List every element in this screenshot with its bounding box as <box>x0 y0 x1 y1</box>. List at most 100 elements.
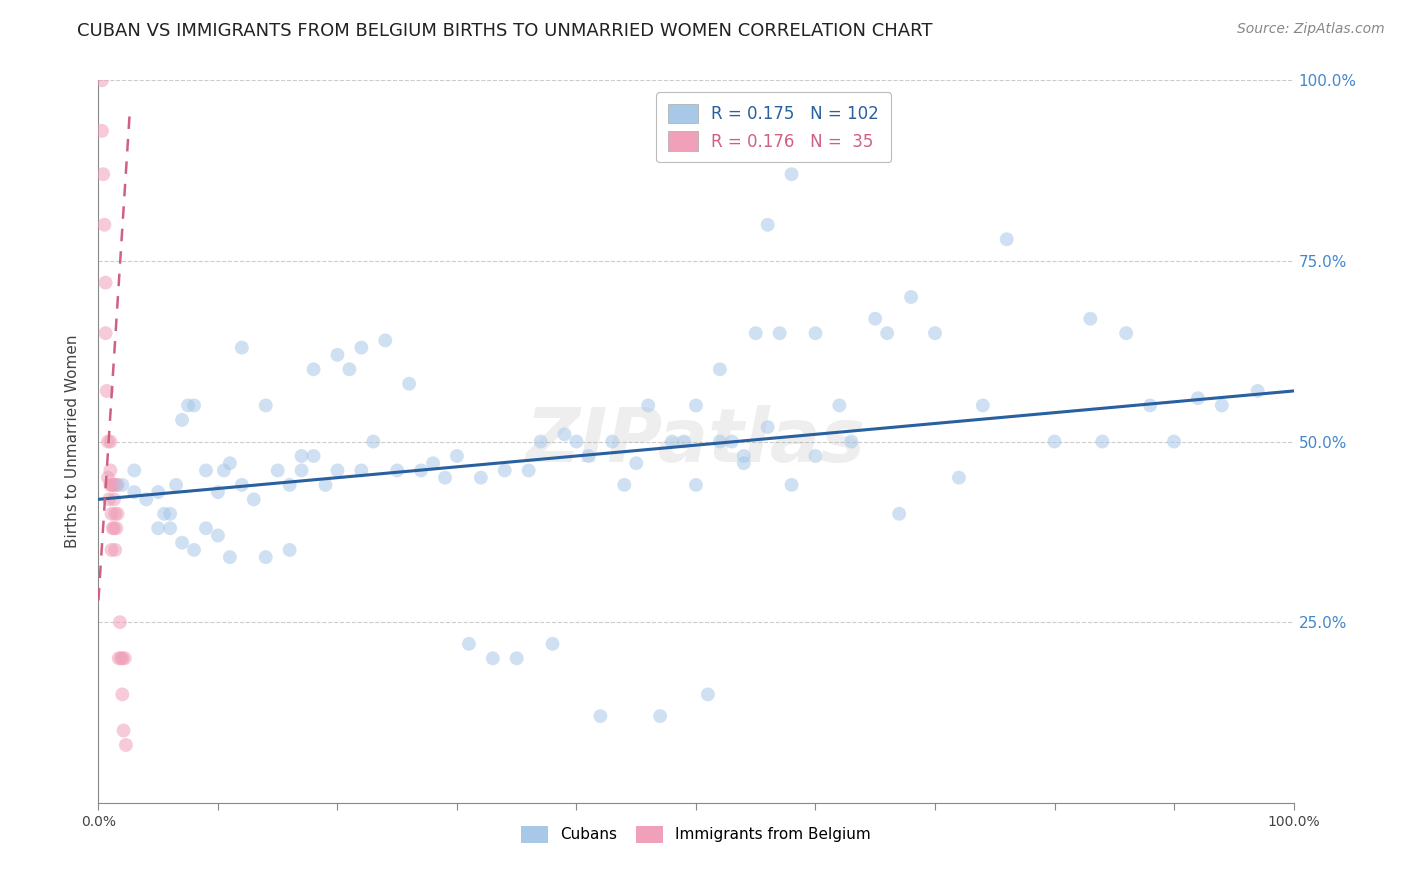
Point <box>110 651 132 665</box>
Point <box>780 478 803 492</box>
Point <box>112 723 135 738</box>
Point <box>153 507 176 521</box>
Point <box>756 218 779 232</box>
Point <box>326 463 349 477</box>
Point <box>900 290 922 304</box>
Point <box>506 651 529 665</box>
Point <box>302 362 325 376</box>
Point <box>104 507 127 521</box>
Point <box>91 124 114 138</box>
Point <box>924 326 946 340</box>
Point <box>165 478 187 492</box>
Point <box>105 478 128 492</box>
Point <box>98 434 122 449</box>
Point <box>108 615 131 630</box>
Point <box>183 398 205 412</box>
Point <box>135 492 157 507</box>
Point <box>626 456 648 470</box>
Point <box>602 434 624 449</box>
Point <box>589 709 612 723</box>
Point <box>745 326 768 340</box>
Y-axis label: Births to Unmarried Women: Births to Unmarried Women <box>65 334 80 549</box>
Point <box>212 463 235 477</box>
Point <box>1163 434 1185 449</box>
Text: Source: ZipAtlas.com: Source: ZipAtlas.com <box>1237 22 1385 37</box>
Point <box>1211 398 1233 412</box>
Point <box>326 348 349 362</box>
Point <box>207 528 229 542</box>
Point <box>115 738 138 752</box>
Point <box>100 507 122 521</box>
Point <box>637 398 659 412</box>
Point <box>101 521 124 535</box>
Point <box>267 463 290 477</box>
Point <box>172 535 194 549</box>
Point <box>685 398 707 412</box>
Point <box>177 398 200 412</box>
Point <box>972 398 994 412</box>
Point <box>148 521 170 535</box>
Point <box>411 463 433 477</box>
Point <box>91 167 114 181</box>
Point <box>98 478 122 492</box>
Point <box>948 470 970 484</box>
Point <box>114 651 136 665</box>
Point <box>94 326 117 340</box>
Point <box>219 456 242 470</box>
Point <box>207 485 229 500</box>
Point <box>101 478 124 492</box>
Point <box>350 341 373 355</box>
Point <box>302 449 325 463</box>
Point <box>104 542 127 557</box>
Point <box>780 167 803 181</box>
Point <box>434 470 457 484</box>
Text: CUBAN VS IMMIGRANTS FROM BELGIUM BIRTHS TO UNMARRIED WOMEN CORRELATION CHART: CUBAN VS IMMIGRANTS FROM BELGIUM BIRTHS … <box>77 22 932 40</box>
Point <box>841 434 863 449</box>
Point <box>97 470 120 484</box>
Point <box>530 434 553 449</box>
Point <box>254 398 277 412</box>
Point <box>107 478 129 492</box>
Point <box>374 334 396 348</box>
Point <box>339 362 361 376</box>
Point <box>709 362 731 376</box>
Point <box>541 637 564 651</box>
Point <box>124 463 146 477</box>
Point <box>661 434 683 449</box>
Point <box>446 449 468 463</box>
Point <box>648 709 672 723</box>
Point <box>103 521 125 535</box>
Point <box>291 449 314 463</box>
Point <box>865 311 887 326</box>
Point <box>494 463 516 477</box>
Point <box>243 492 266 507</box>
Point <box>876 326 898 340</box>
Point <box>107 651 129 665</box>
Point <box>565 434 588 449</box>
Point <box>291 463 314 477</box>
Point <box>768 326 790 340</box>
Point <box>278 542 301 557</box>
Point <box>995 232 1018 246</box>
Point <box>254 550 277 565</box>
Point <box>195 463 218 477</box>
Point <box>709 434 731 449</box>
Point <box>195 521 218 535</box>
Point <box>828 398 851 412</box>
Point <box>673 434 696 449</box>
Point <box>398 376 420 391</box>
Point <box>96 384 118 398</box>
Point <box>481 651 505 665</box>
Point <box>219 550 242 565</box>
Point <box>756 420 779 434</box>
Point <box>100 542 122 557</box>
Point <box>1091 434 1114 449</box>
Point <box>183 542 205 557</box>
Point <box>97 434 120 449</box>
Point <box>148 485 170 500</box>
Point <box>315 478 337 492</box>
Point <box>350 463 373 477</box>
Point <box>422 456 444 470</box>
Point <box>1043 434 1066 449</box>
Point <box>103 478 125 492</box>
